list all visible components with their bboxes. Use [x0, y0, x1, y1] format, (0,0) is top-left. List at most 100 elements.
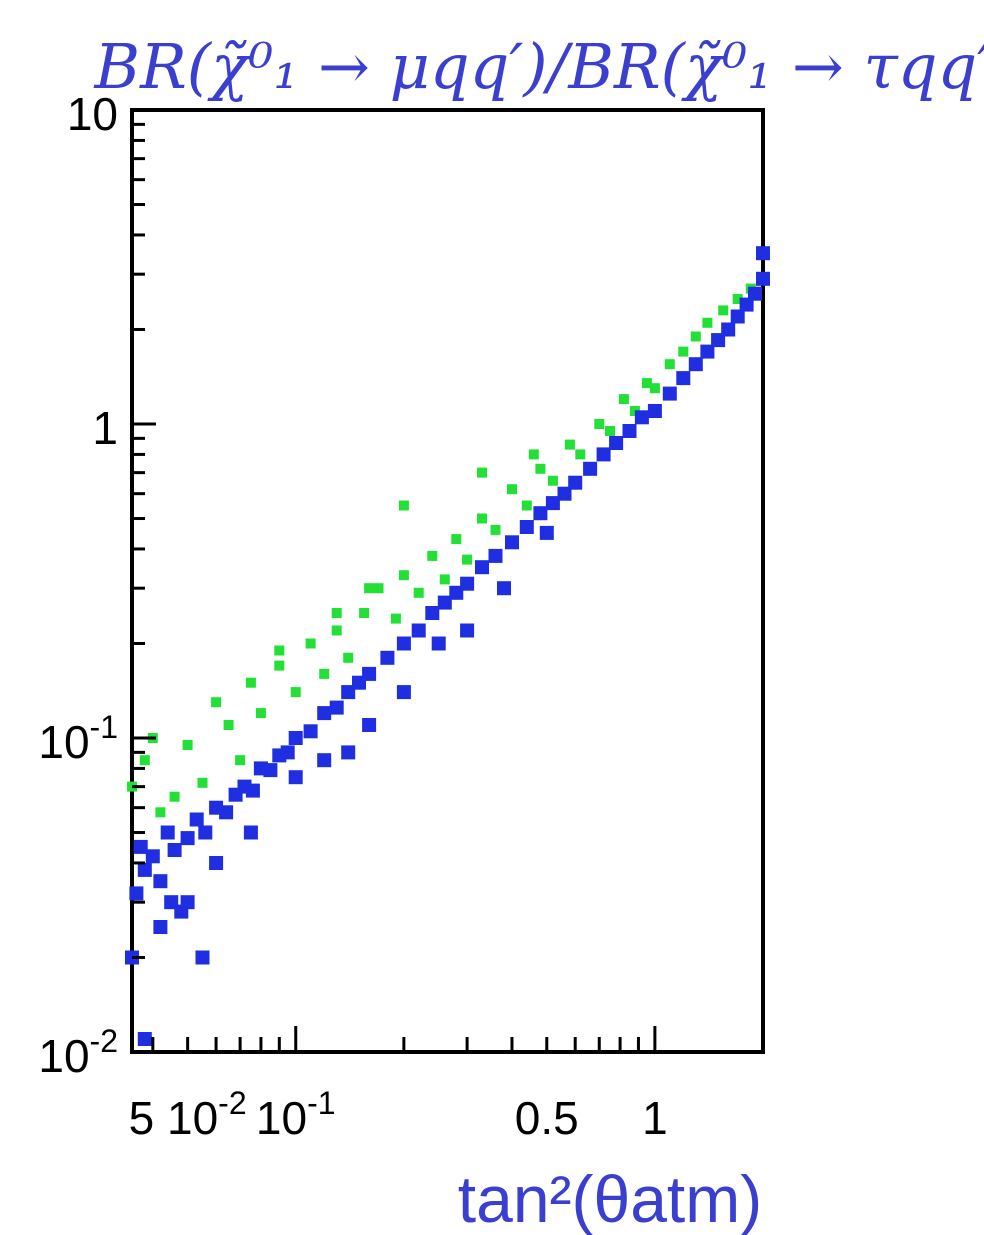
data-point [209, 856, 224, 870]
data-point [676, 371, 691, 386]
data-point [575, 449, 586, 460]
x-tick-label-exponent: -2 [218, 1085, 246, 1121]
data-point [274, 645, 285, 656]
data-point [451, 534, 462, 545]
data-point [398, 570, 409, 581]
data-point [564, 439, 575, 450]
data-point [380, 650, 395, 665]
y-tick-label: 10-1 [38, 709, 118, 768]
data-point [211, 697, 222, 708]
data-point [219, 805, 234, 820]
data-point [439, 574, 450, 585]
data-point [545, 496, 560, 511]
data-point [594, 419, 605, 429]
data-point [255, 708, 266, 719]
data-point [145, 849, 160, 864]
data-point [411, 623, 426, 638]
data-point [331, 608, 342, 618]
data-point [647, 404, 662, 418]
data-point [605, 426, 615, 436]
x-tick-label: 5 10-2 [129, 1085, 247, 1144]
data-point [688, 357, 703, 372]
data-point [730, 309, 745, 324]
data-point [137, 1032, 152, 1046]
data-point [490, 524, 501, 535]
x-axis-label: tan²(θatm) [458, 1162, 762, 1235]
data-point [197, 777, 208, 788]
y-tick-label-exponent: -2 [90, 1023, 118, 1059]
data-point [373, 583, 384, 594]
points-layer [125, 246, 770, 1046]
data-point [539, 525, 554, 540]
data-point [739, 297, 754, 312]
data-point [756, 246, 770, 261]
data-point [169, 791, 180, 802]
data-point [223, 720, 234, 730]
x-tick-label-base: 1 [642, 1092, 668, 1144]
data-point [235, 755, 246, 766]
y-tick-label-base: 1 [92, 402, 118, 454]
data-point [329, 700, 344, 715]
data-point [721, 322, 736, 337]
x-tick-label-base: 0.5 [515, 1092, 579, 1144]
data-point [398, 500, 409, 511]
data-point [182, 740, 193, 750]
data-point [622, 424, 637, 438]
data-point [137, 862, 152, 877]
data-point [195, 950, 210, 965]
chart-title-group: BR(χ̃⁰₁ → μqq′)/BR(χ̃⁰₁ → τqq′) [94, 30, 984, 103]
data-point [359, 608, 370, 618]
data-point [748, 286, 762, 301]
data-point [533, 506, 548, 521]
data-point [274, 660, 285, 671]
data-point [477, 513, 487, 524]
data-point [245, 677, 256, 688]
data-point [290, 687, 301, 698]
data-point [153, 874, 168, 889]
data-point [396, 636, 411, 651]
data-point [437, 595, 452, 610]
x-tick-label-exponent: -1 [307, 1085, 335, 1121]
data-point [618, 394, 629, 405]
y-tick-label-base: 10 [38, 716, 89, 768]
y-tick-label-exponent: -1 [90, 709, 118, 745]
data-point [700, 344, 715, 359]
data-point [364, 583, 375, 594]
data-point [732, 294, 743, 304]
data-point [678, 346, 689, 357]
data-point [390, 613, 401, 624]
data-point [133, 839, 148, 854]
data-point [317, 753, 332, 768]
data-point [189, 812, 204, 827]
data-point [317, 706, 332, 721]
data-point [497, 581, 511, 596]
data-point [160, 825, 175, 840]
data-point [756, 271, 770, 286]
y-tick-label-base: 10 [67, 88, 118, 140]
data-point [664, 359, 675, 370]
data-point [557, 486, 572, 501]
data-point [634, 410, 649, 425]
data-point [449, 585, 464, 600]
data-point [167, 843, 182, 857]
data-point [583, 461, 598, 476]
data-point [521, 500, 532, 511]
data-point [507, 484, 517, 495]
data-point [649, 383, 660, 394]
data-point [596, 447, 611, 462]
data-point [362, 666, 377, 681]
x-tick-label-base: 5 10 [129, 1092, 219, 1144]
data-point [180, 831, 195, 846]
data-point [180, 895, 195, 910]
data-point [460, 576, 475, 591]
y-tick-label-base: 10 [38, 1030, 89, 1082]
data-point [568, 475, 583, 490]
y-tick-label: 10 [67, 88, 118, 140]
data-point [431, 636, 446, 651]
data-point [711, 333, 726, 348]
data-point [288, 770, 303, 785]
x-tick-label-base: 10 [256, 1092, 307, 1144]
data-point [303, 724, 318, 739]
data-point [341, 745, 356, 760]
